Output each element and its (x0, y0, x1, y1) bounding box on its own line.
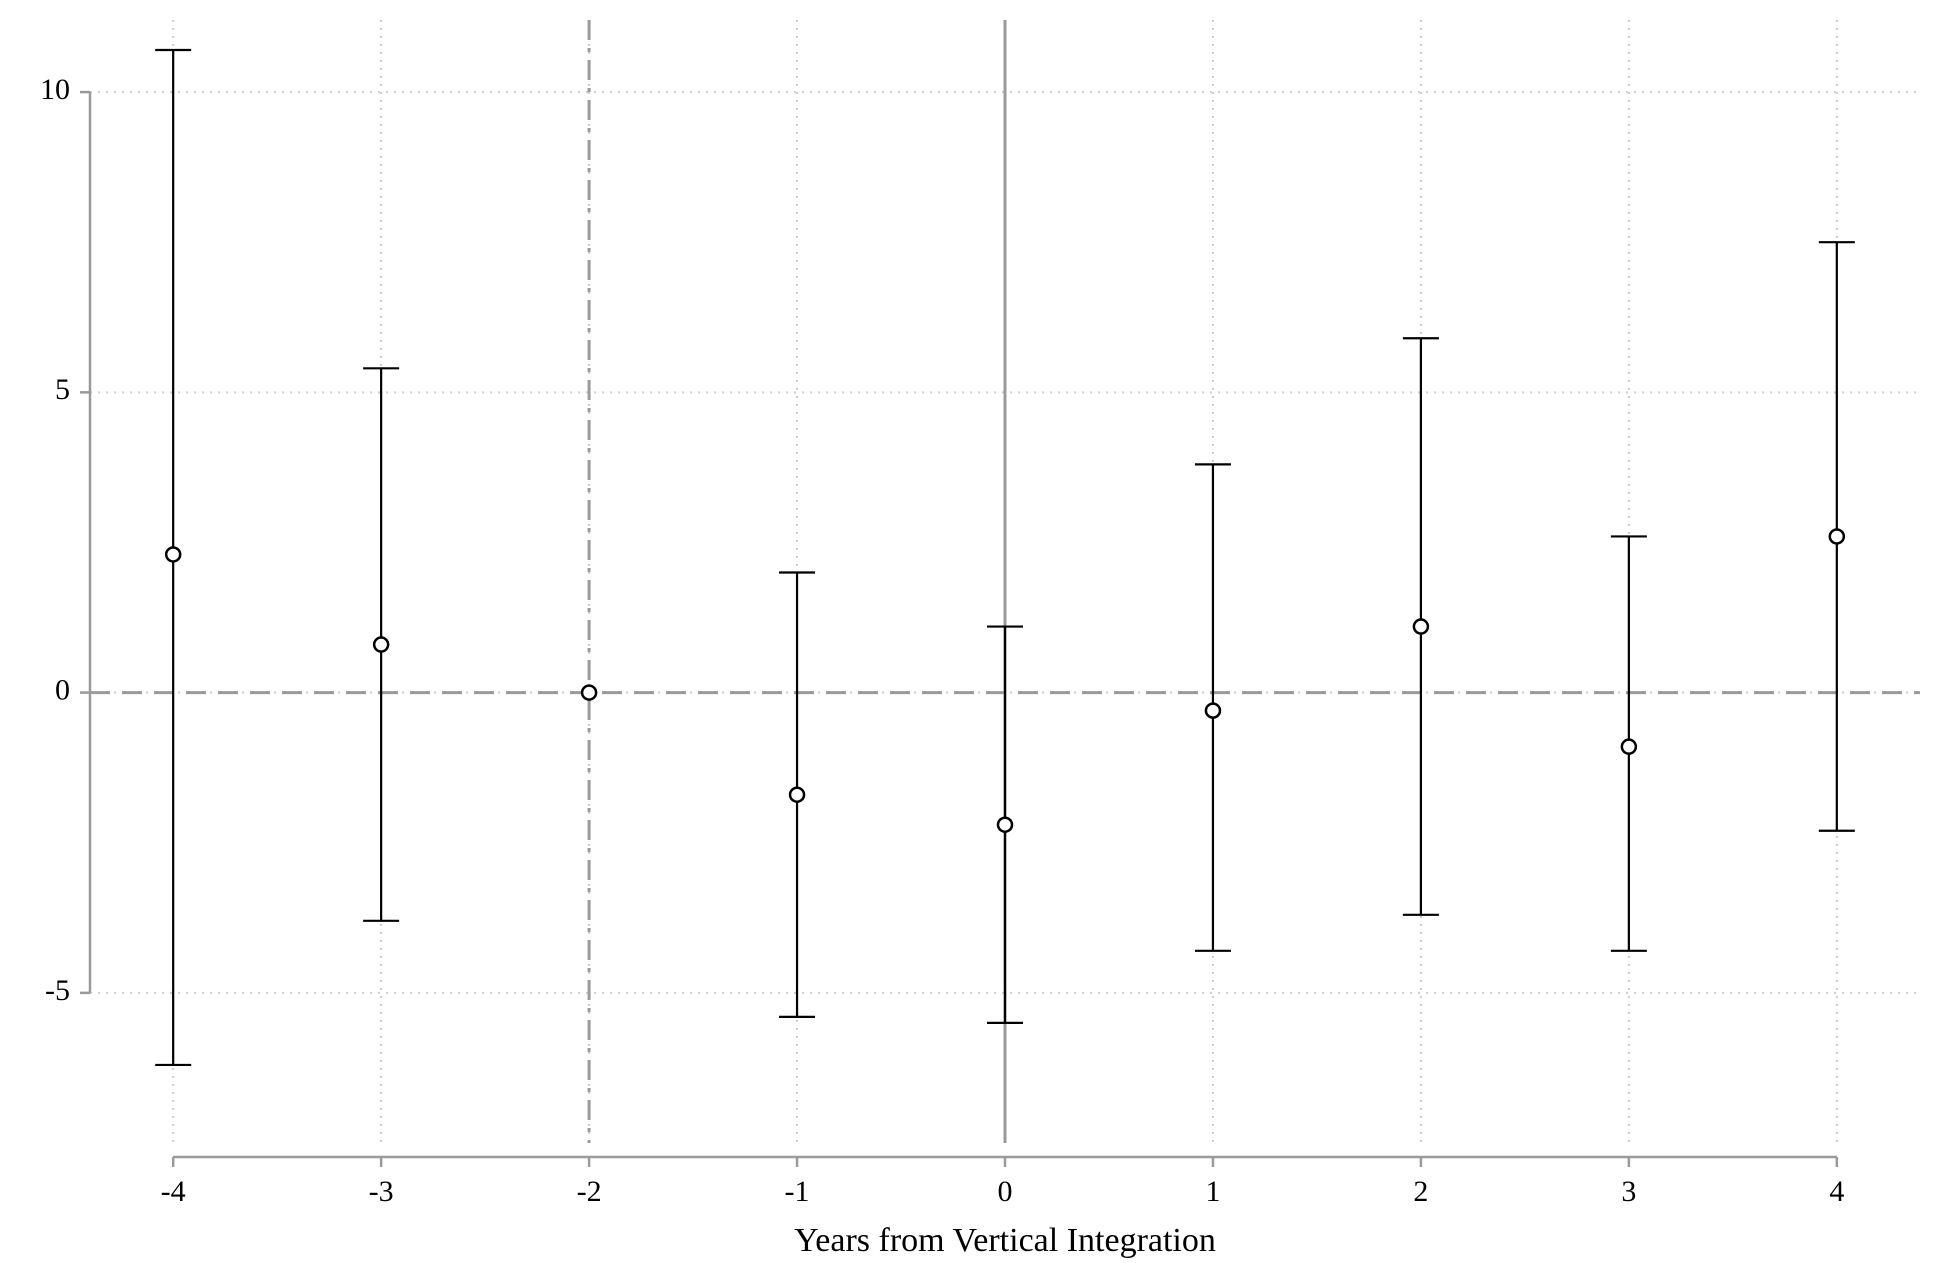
svg-text:10: 10 (40, 73, 70, 106)
svg-text:-4: -4 (161, 1175, 186, 1208)
svg-text:3: 3 (1621, 1175, 1636, 1208)
event-study-chart: -5 0 5 10 -4 -3 -2 -1 0 1 2 3 4 Years from Vertical I… (0, 0, 1950, 1263)
svg-text:0: 0 (55, 673, 70, 706)
svg-text:-1: -1 (785, 1175, 810, 1208)
svg-text:5: 5 (55, 373, 70, 406)
svg-text:-2: -2 (577, 1175, 602, 1208)
svg-text:-5: -5 (45, 974, 70, 1007)
svg-text:-3: -3 (369, 1175, 394, 1208)
svg-text:1: 1 (1205, 1175, 1220, 1208)
svg-text:4: 4 (1829, 1175, 1844, 1208)
chart-svg: -5 0 5 10 -4 -3 -2 -1 0 1 2 3 4 Years from Vertical I… (0, 0, 1950, 1263)
x-axis-label: Years from Vertical Integration (794, 1222, 1216, 1259)
svg-text:2: 2 (1413, 1175, 1428, 1208)
svg-text:0: 0 (998, 1175, 1013, 1208)
